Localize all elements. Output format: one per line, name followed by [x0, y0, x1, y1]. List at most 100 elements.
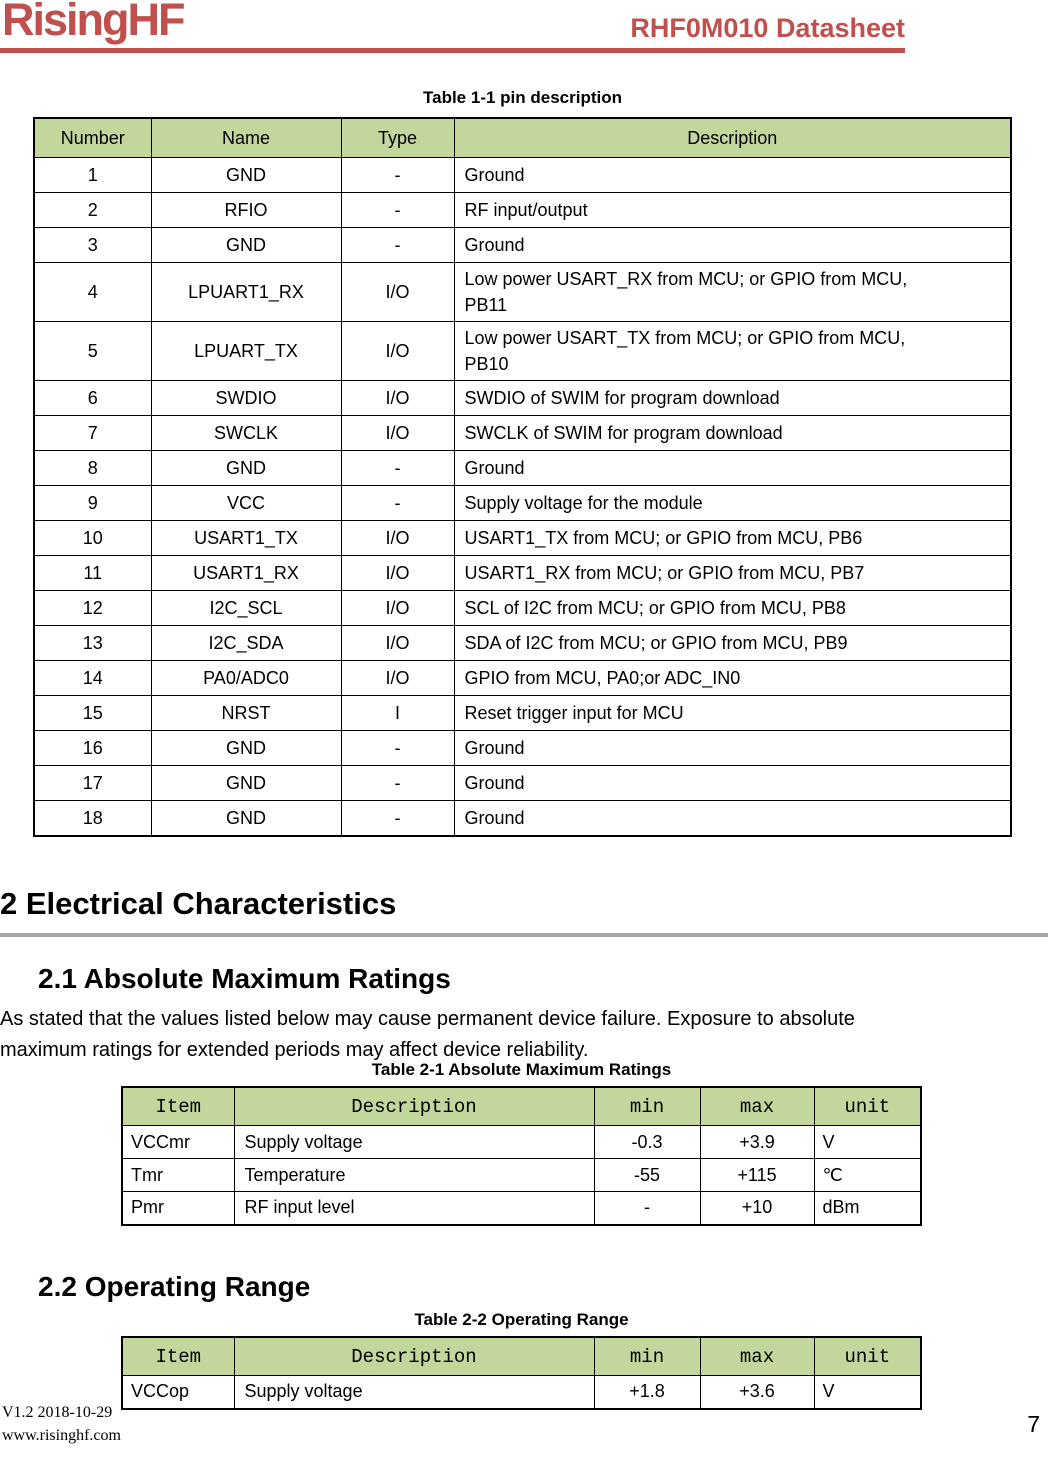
- table-cell: -0.3: [593, 1125, 701, 1159]
- table-cell: RFIO: [150, 192, 342, 228]
- table-cell: GND: [150, 765, 342, 801]
- column-header-unit: unit: [813, 1086, 922, 1126]
- column-header-number: Number: [33, 117, 152, 158]
- table-cell: GND: [150, 730, 342, 766]
- table-row: 1 GND - Ground: [33, 157, 1012, 193]
- operating-range-table-caption: Table 2-2 Operating Range: [414, 1310, 629, 1329]
- table-row: 9 VCC - Supply voltage for the module: [33, 485, 1012, 521]
- table-cell: Tmr: [121, 1158, 235, 1192]
- table-cell: -: [340, 192, 455, 228]
- table-cell: -: [340, 765, 455, 801]
- table-row: Tmr Temperature -55 +115 ℃: [121, 1158, 922, 1192]
- table-cell: 1: [33, 157, 152, 193]
- column-header-min: min: [593, 1336, 701, 1376]
- table-row: VCCmr Supply voltage -0.3 +3.9 V: [121, 1125, 922, 1159]
- table-cell: I2C_SDA: [150, 625, 342, 661]
- column-header-unit: unit: [813, 1336, 922, 1376]
- table-cell: GND: [150, 450, 342, 486]
- table-cell: USART1_RX: [150, 555, 342, 591]
- table-cell: USART1_TX: [150, 520, 342, 556]
- table-cell: +115: [699, 1158, 815, 1192]
- table-cell: dBm: [813, 1191, 922, 1225]
- table-cell: I/O: [340, 660, 455, 696]
- section-divider: [0, 933, 1048, 937]
- table-cell: 8: [33, 450, 152, 486]
- table-cell: Pmr: [121, 1191, 235, 1225]
- table-cell: 3: [33, 227, 152, 263]
- table-cell: 9: [33, 485, 152, 521]
- pin-description-table: Number Name Type Description 1 GND - Ground…: [33, 117, 1012, 837]
- table-cell: +3.6: [699, 1375, 815, 1409]
- table-cell: Ground: [453, 730, 1012, 766]
- table-cell: I/O: [340, 380, 455, 416]
- table-cell: 2: [33, 192, 152, 228]
- table-cell: I/O: [340, 555, 455, 591]
- absolute-maximum-ratings-paragraph: As stated that the values listed below m…: [0, 1008, 855, 1061]
- table-cell: -: [340, 730, 455, 766]
- table-cell: 10: [33, 520, 152, 556]
- pin-table-caption: Table 1-1 pin description: [423, 88, 622, 107]
- section-heading-electrical-characteristics: 2 Electrical Characteristics: [0, 886, 397, 921]
- table-cell: SWCLK: [150, 415, 342, 451]
- table-cell: ℃: [813, 1158, 922, 1192]
- table-cell: 13: [33, 625, 152, 661]
- table-row: VCCop Supply voltage +1.8 +3.6 V: [121, 1375, 922, 1409]
- column-header-description: Description: [233, 1086, 595, 1126]
- table-row: 15 NRST I Reset trigger input for MCU: [33, 695, 1012, 731]
- table-cell: -: [340, 485, 455, 521]
- table-row: 6 SWDIO I/O SWDIO of SWIM for program downl…: [33, 380, 1012, 416]
- table-cell: -: [340, 157, 455, 193]
- absolute-maximum-ratings-table: Item Description min max unit VCCmr Suppl…: [121, 1086, 922, 1226]
- table-cell: VCCop: [121, 1375, 235, 1409]
- table-cell: +10: [699, 1191, 815, 1225]
- table-cell: I/O: [340, 262, 455, 322]
- table-cell: I/O: [340, 625, 455, 661]
- column-header-min: min: [593, 1086, 701, 1126]
- table-cell: USART1_RX from MCU; or GPIO from MCU, PB…: [453, 555, 1012, 591]
- table-cell: PA0/ADC0: [150, 660, 342, 696]
- table-cell: V: [813, 1125, 922, 1159]
- table-cell: 15: [33, 695, 152, 731]
- column-header-max: max: [699, 1336, 815, 1376]
- column-header-description: Description: [233, 1336, 595, 1376]
- document-version: V1.2 2018-10-29: [2, 1404, 113, 1421]
- table-row: 11 USART1_RX I/O USART1_RX from MCU; or GPI…: [33, 555, 1012, 591]
- table-cell: GND: [150, 800, 342, 836]
- table-cell: SWCLK of SWIM for program download: [453, 415, 1012, 451]
- table-cell: LPUART1_RX: [150, 262, 342, 322]
- table-cell: 16: [33, 730, 152, 766]
- table-cell: V: [813, 1375, 922, 1409]
- abs-max-table-header-row: Item Description min max unit: [121, 1086, 922, 1126]
- table-cell: GPIO from MCU, PA0;or ADC_IN0: [453, 660, 1012, 696]
- table-cell: 18: [33, 800, 152, 836]
- table-cell: Ground: [453, 227, 1012, 263]
- operating-range-table-header-row: Item Description min max unit: [121, 1336, 922, 1376]
- table-cell: Supply voltage: [233, 1375, 595, 1409]
- table-cell: Low power USART_RX from MCU; or GPIO fro…: [453, 262, 1012, 322]
- table-row: 4 LPUART1_RX I/O Low power USART_RX from MC…: [33, 262, 1012, 322]
- table-cell: Reset trigger input for MCU: [453, 695, 1012, 731]
- table-cell: Ground: [453, 157, 1012, 193]
- subsection-heading-absolute-maximum-ratings: 2.1 Absolute Maximum Ratings: [38, 963, 451, 994]
- table-cell: -55: [593, 1158, 701, 1192]
- table-cell: I2C_SCL: [150, 590, 342, 626]
- document-title: RHF0M010 Datasheet: [630, 13, 905, 43]
- table-cell: Ground: [453, 800, 1012, 836]
- abs-max-table-caption: Table 2-1 Absolute Maximum Ratings: [371, 1060, 672, 1079]
- table-cell: 6: [33, 380, 152, 416]
- table-cell: -: [340, 450, 455, 486]
- table-cell: Ground: [453, 450, 1012, 486]
- table-row: 8 GND - Ground: [33, 450, 1012, 486]
- table-cell: 12: [33, 590, 152, 626]
- table-cell: Temperature: [233, 1158, 595, 1192]
- table-cell: -: [340, 227, 455, 263]
- header-divider: [0, 48, 905, 53]
- table-cell: I/O: [340, 415, 455, 451]
- table-cell: -: [593, 1191, 701, 1225]
- subsection-heading-operating-range: 2.2 Operating Range: [38, 1271, 311, 1302]
- column-header-name: Name: [150, 117, 342, 158]
- table-row: 3 GND - Ground: [33, 227, 1012, 263]
- table-row: 5 LPUART_TX I/O Low power USART_TX from MCU…: [33, 321, 1012, 381]
- table-cell: Supply voltage for the module: [453, 485, 1012, 521]
- table-cell: SWDIO of SWIM for program download: [453, 380, 1012, 416]
